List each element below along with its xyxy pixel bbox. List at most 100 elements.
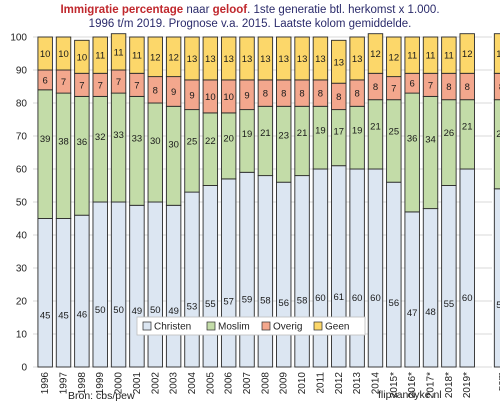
data-label: 50 xyxy=(95,305,106,316)
x-tick-label: 2008 xyxy=(260,372,271,395)
data-label: 8 xyxy=(281,89,286,100)
data-label: 9 xyxy=(244,90,249,101)
data-label: 8 xyxy=(446,82,451,93)
data-label: 10 xyxy=(40,49,51,60)
x-tick-label: 2006 xyxy=(224,372,235,395)
data-label: 9 xyxy=(189,90,194,101)
x-tick-label: 2012 xyxy=(334,372,345,395)
data-label: 60 xyxy=(315,293,326,304)
legend-label-christen: Christen xyxy=(154,322,191,333)
data-label: 17 xyxy=(333,126,344,137)
legend-swatch-overig xyxy=(261,321,271,331)
data-label: 25 xyxy=(389,127,400,138)
legend-label-geen: Geen xyxy=(325,322,349,333)
x-tick-label: 2009 xyxy=(279,372,290,395)
bar-segment-geen xyxy=(312,36,329,81)
bar-segment-geen xyxy=(110,33,127,71)
bar-segment-geen xyxy=(129,36,145,74)
data-label: 57 xyxy=(223,297,234,308)
bar-segment-geen xyxy=(349,36,365,81)
data-label: 55 xyxy=(205,299,216,310)
data-label: 19 xyxy=(242,129,253,140)
bar-segment-geen xyxy=(74,39,90,74)
x-tick-label: 2016* xyxy=(407,372,418,398)
data-label: 12 xyxy=(150,52,161,63)
bar-segment-moslim xyxy=(386,99,402,183)
bar-segment-moslim xyxy=(92,95,108,203)
y-tick-label: 90 xyxy=(16,66,28,77)
title-part4: . 1ste generatie btl. herkomst x 1.000. xyxy=(247,4,440,16)
x-tick-label: 2015* xyxy=(389,372,400,398)
x-tick-label: 2000 xyxy=(114,372,125,395)
y-tick-label: 20 xyxy=(16,297,28,308)
title-line2: 1996 t/m 2019. Prognose v.a. 2015. Laats… xyxy=(88,18,412,30)
data-label: 8 xyxy=(336,92,341,103)
data-label: 58 xyxy=(260,296,271,307)
data-label: 13 xyxy=(187,54,198,65)
legend-swatch-christen xyxy=(142,321,152,331)
bar-segment-christen xyxy=(493,188,500,368)
bar-segment-christen xyxy=(294,175,310,368)
bar-segment-christen xyxy=(257,175,274,368)
data-label: 13 xyxy=(315,54,326,65)
bar-segment-moslim xyxy=(110,92,127,203)
x-tick-label: 2018* xyxy=(444,372,455,398)
bar-segment-christen xyxy=(202,185,219,368)
bar-segment-geen xyxy=(367,33,384,74)
data-label: 7 xyxy=(116,77,121,88)
x-tick-label: 1996 xyxy=(40,372,51,395)
data-label: 21 xyxy=(370,122,381,133)
data-label: 7 xyxy=(79,80,84,91)
data-label: 8 xyxy=(465,82,470,93)
data-label: 12 xyxy=(389,52,400,63)
data-label: 11 xyxy=(95,51,105,62)
bar-segment-moslim xyxy=(331,109,347,167)
data-label: 13 xyxy=(297,54,308,65)
data-label: 11 xyxy=(407,51,417,62)
y-tick-label: 30 xyxy=(16,264,28,275)
x-tick-label: 2011 xyxy=(315,372,326,394)
data-label: 13 xyxy=(242,54,253,65)
bar-segment-moslim xyxy=(349,105,365,170)
data-label: 55 xyxy=(444,299,455,310)
data-label: 7 xyxy=(134,80,139,91)
data-label: 33 xyxy=(113,130,124,141)
x-tick-label: 2019* xyxy=(462,372,473,398)
data-label: 34 xyxy=(425,135,436,146)
y-tick-label: 80 xyxy=(16,99,28,110)
bar-segment-moslim xyxy=(294,105,310,177)
data-label: 45 xyxy=(40,311,51,322)
x-tick-label: 2010 xyxy=(297,372,308,395)
data-label: 30 xyxy=(150,136,161,147)
data-label: 11 xyxy=(444,51,454,62)
x-tick-label: 2005 xyxy=(205,372,216,395)
bar-segment-moslim xyxy=(367,99,384,170)
title-part1: Immigratie percentage xyxy=(60,4,184,16)
data-label: 8 xyxy=(153,85,158,96)
bar-segment-christen xyxy=(92,201,108,368)
chart-title: Immigratie percentage naar geloof. 1ste … xyxy=(0,3,500,31)
watermark: flipvandyke.nl xyxy=(378,389,442,401)
data-label: 47 xyxy=(407,308,418,319)
bar-segment-geen xyxy=(294,36,310,81)
data-label: 13 xyxy=(260,54,271,65)
y-tick-label: 0 xyxy=(21,363,27,374)
bar-segment-geen xyxy=(220,36,237,81)
legend-swatch-geen xyxy=(313,321,323,331)
bar-segment-geen xyxy=(37,36,53,71)
x-tick-label: 2014 xyxy=(370,372,381,395)
bar-segment-moslim xyxy=(441,99,457,186)
data-label: 13 xyxy=(278,54,289,65)
bar-segment-christen xyxy=(220,178,237,368)
bar-segment-geen xyxy=(239,36,255,81)
bar-segment-christen xyxy=(129,204,145,368)
bar-segment-geen xyxy=(331,39,347,84)
data-label: 49 xyxy=(132,306,143,317)
source-label: Bron: cbs/pew xyxy=(68,390,135,402)
data-label: 45 xyxy=(58,311,69,322)
y-tick-label: 70 xyxy=(16,132,28,143)
legend-label-moslim: Moslim xyxy=(218,322,250,333)
data-label: 13 xyxy=(205,54,216,65)
data-label: 56 xyxy=(278,298,289,309)
data-label: 22 xyxy=(205,136,216,147)
